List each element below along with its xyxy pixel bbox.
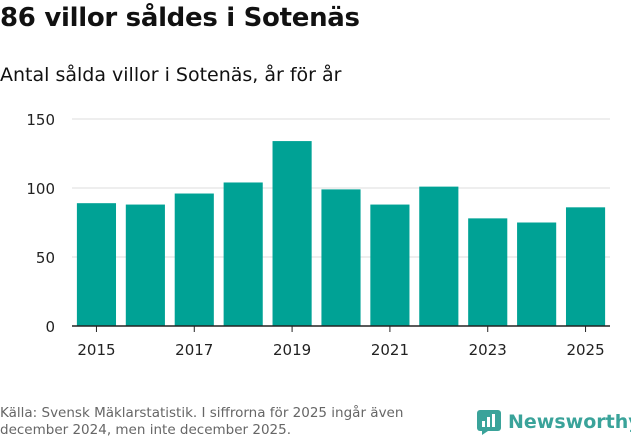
source-note: Källa: Svensk Mäklarstatistik. I siffror…: [0, 405, 404, 438]
x-tick-label: 2023: [469, 341, 507, 359]
x-tick-label: 2021: [371, 341, 409, 359]
y-tick-label: 100: [26, 180, 55, 198]
bar-2019: [272, 141, 312, 326]
y-tick-label: 0: [45, 318, 55, 336]
brand: Newsworthy: [476, 409, 631, 435]
brand-name: Newsworthy: [508, 411, 631, 433]
bar-chart: 0 50 100 150 2015 2017 2019 2021 2023 2025: [26, 111, 610, 359]
bar-2025: [565, 207, 606, 326]
bar-2017: [174, 193, 214, 326]
bar-2023: [468, 218, 508, 326]
bar-2024: [517, 222, 557, 326]
bar-2022: [419, 186, 459, 326]
x-tick-label: 2025: [566, 341, 604, 359]
x-tick-label: 2017: [175, 341, 213, 359]
newsworthy-logo-icon: [477, 410, 501, 435]
x-tick-label: 2015: [77, 341, 115, 359]
bar-2015: [76, 203, 117, 326]
chart-headline: 86 villor såldes i Sotenäs: [0, 3, 360, 33]
x-tick-label: 2019: [273, 341, 311, 359]
bar-2021: [370, 204, 410, 326]
bar-2018: [223, 182, 263, 326]
bar-2020: [321, 189, 361, 326]
chart-subtitle: Antal sålda villor i Sotenäs, år för år: [0, 64, 342, 86]
bar-2016: [125, 204, 165, 326]
y-tick-label: 50: [36, 249, 55, 267]
y-tick-label: 150: [26, 111, 55, 129]
